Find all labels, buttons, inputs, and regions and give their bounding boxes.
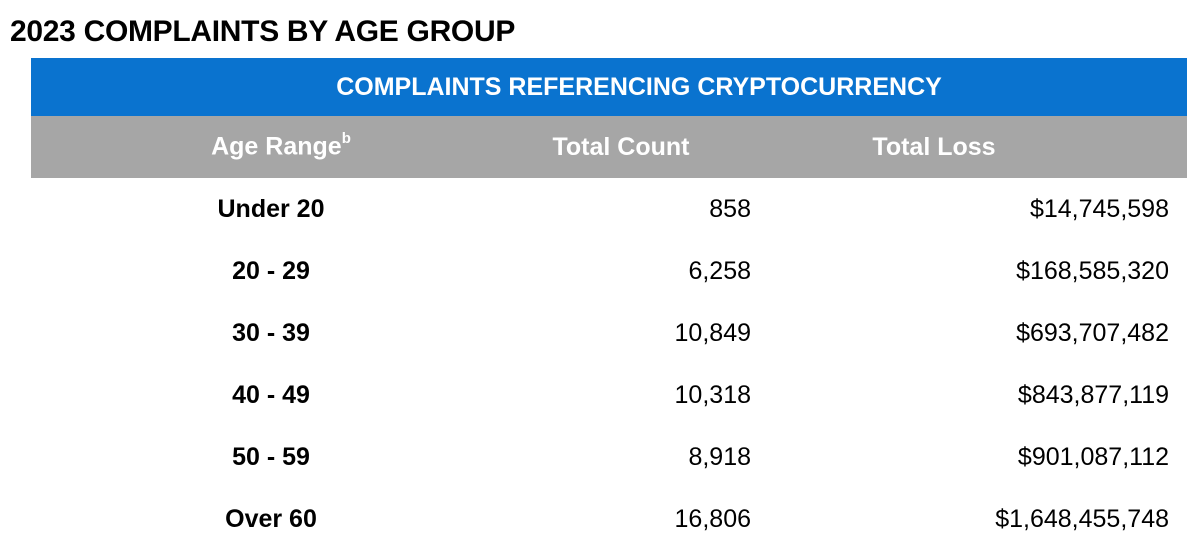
- cell-total-loss: $693,707,482: [1016, 318, 1169, 347]
- header-age-range-label: Age Range: [211, 132, 342, 161]
- cell-age-range: 40 - 49: [232, 380, 310, 409]
- table-header-row: Age Rangeb Total Count Total Loss: [31, 116, 1187, 178]
- cell-age-range: Over 60: [225, 504, 317, 533]
- table-row: 20 - 29 6,258 $168,585,320: [31, 240, 1187, 302]
- cell-age-range: 50 - 59: [232, 442, 310, 471]
- table-row: Over 60 16,806 $1,648,455,748: [31, 488, 1187, 550]
- complaints-table: COMPLAINTS REFERENCING CRYPTOCURRENCY Ag…: [31, 58, 1187, 550]
- cell-age-range: 30 - 39: [232, 318, 310, 347]
- cell-total-count: 10,318: [674, 380, 751, 409]
- cell-total-count: 6,258: [688, 256, 751, 285]
- cell-total-loss: $1,648,455,748: [995, 504, 1169, 533]
- cell-total-loss: $168,585,320: [1016, 256, 1169, 285]
- table-row: 30 - 39 10,849 $693,707,482: [31, 302, 1187, 364]
- header-age-range: Age Rangeb: [31, 130, 491, 161]
- header-total-count: Total Count: [552, 132, 690, 161]
- cell-total-loss: $843,877,119: [1017, 380, 1169, 409]
- cell-age-range: Under 20: [217, 194, 325, 223]
- cell-total-count: 16,806: [674, 504, 751, 533]
- table-row: 50 - 59 8,918 $901,087,112: [31, 426, 1187, 488]
- cell-total-count: 10,849: [674, 318, 751, 347]
- table-banner: COMPLAINTS REFERENCING CRYPTOCURRENCY: [31, 58, 1187, 116]
- page-title: 2023 COMPLAINTS BY AGE GROUP: [10, 15, 516, 48]
- footnote-marker: b: [341, 130, 351, 148]
- cell-total-loss: $901,087,112: [1017, 442, 1169, 471]
- table-row: 40 - 49 10,318 $843,877,119: [31, 364, 1187, 426]
- cell-total-loss: $14,745,598: [1029, 194, 1169, 223]
- cell-total-count: 858: [709, 194, 751, 223]
- header-total-loss: Total Loss: [872, 132, 996, 161]
- cell-total-count: 8,918: [688, 442, 751, 471]
- cell-age-range: 20 - 29: [232, 256, 310, 285]
- table-row: Under 20 858 $14,745,598: [31, 178, 1187, 240]
